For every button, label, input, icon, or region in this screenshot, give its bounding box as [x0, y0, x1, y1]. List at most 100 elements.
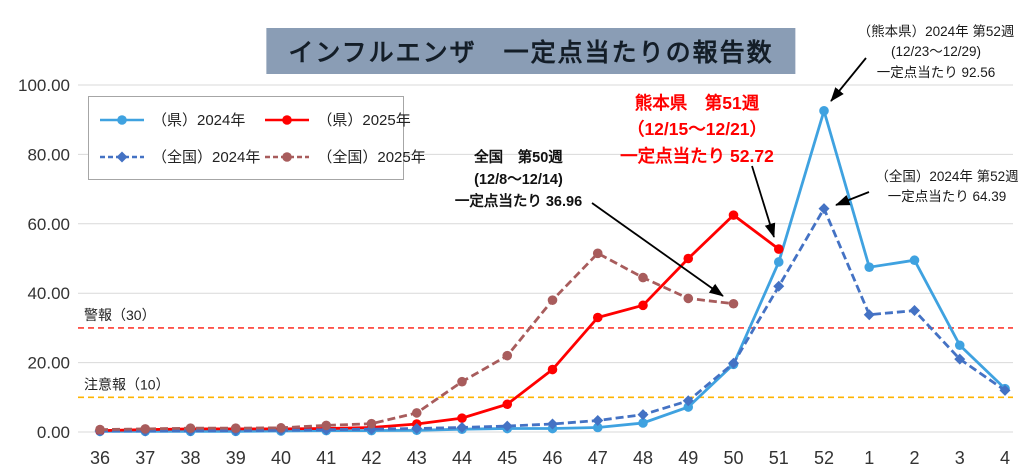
data-point	[366, 418, 377, 429]
x-axis-tick-label: 39	[226, 448, 246, 468]
annotation-line: 一定点当たり 92.56	[876, 64, 996, 80]
annotation-line: （12/15～12/21）	[626, 119, 768, 140]
legend-swatch	[100, 151, 144, 162]
data-point	[819, 106, 829, 116]
data-point	[682, 395, 694, 407]
data-point	[773, 257, 784, 267]
chart-title: インフルエンザ 一定点当たりの報告数	[266, 28, 796, 74]
data-point	[501, 420, 513, 432]
data-point	[637, 409, 649, 421]
arrow-zenkoku-2024-w52	[835, 191, 870, 206]
annotation-line: （熊本県）2024年 第52週	[857, 24, 1015, 39]
annotation-arrows	[591, 57, 870, 297]
legend-item-2: （全国）2024年	[99, 146, 260, 167]
data-point	[592, 248, 603, 259]
data-point	[276, 423, 286, 433]
x-axis-tick-label: 49	[678, 448, 698, 468]
legend-label: （全国）2025年	[317, 149, 426, 166]
arrow-zenkoku-2025-w50	[591, 202, 724, 297]
data-point	[411, 423, 423, 435]
data-point	[683, 293, 694, 304]
annotation-zenkoku-2025-w50: 全国 第50週 (12/8～12/14) 一定点当たり 36.96	[436, 148, 601, 213]
x-axis-tick-label: 48	[633, 448, 653, 468]
data-point	[683, 402, 694, 412]
x-axis-tick-label: 42	[361, 448, 381, 468]
reference-line-label: 警報（30）	[84, 307, 156, 323]
data-point	[728, 298, 739, 309]
x-axis-tick-label: 38	[180, 448, 200, 468]
x-axis-tick-label: 40	[271, 448, 291, 468]
y-axis-tick-label: 0.00	[37, 423, 70, 442]
series-line-1	[99, 213, 780, 432]
data-point	[638, 272, 648, 283]
annotation-line: （全国）2024年 第52週	[875, 169, 1019, 184]
x-axis-tick-label: 37	[135, 448, 155, 468]
legend-label: （県）2024年	[152, 112, 246, 129]
arrow-kumamoto-2025-w51	[751, 165, 776, 238]
annotation-line: (12/23～12/29)	[890, 44, 982, 60]
data-point	[185, 423, 196, 433]
x-axis-tick-label: 1	[864, 448, 874, 468]
annotation-kumamoto-2024-w52: （熊本県）2024年 第52週 (12/23～12/29) 一定点当たり 92.…	[850, 22, 1022, 83]
annotation-line: 一定点当たり 52.72	[620, 145, 774, 166]
data-point	[457, 413, 467, 423]
data-point	[999, 384, 1011, 396]
data-point	[547, 364, 558, 375]
data-point	[456, 421, 468, 433]
x-axis-tick-label: 51	[769, 448, 789, 468]
data-point	[321, 420, 332, 431]
data-point	[863, 309, 875, 321]
x-axis-tick-label: 36	[90, 448, 110, 468]
data-point	[502, 399, 513, 410]
chart-series-layer: 0.00 20.00 40.00 60.00 80.00 100.00 36 37 38 39 40…	[18, 76, 1013, 468]
arrow-kumamoto-2024-w52	[830, 57, 867, 102]
x-axis-tick-label: 41	[316, 448, 336, 468]
data-point	[592, 415, 604, 427]
reference-line-label: 注意報（10）	[84, 376, 170, 392]
y-axis-tick-label: 80.00	[27, 145, 70, 164]
data-point	[638, 300, 648, 311]
series-line-2	[100, 205, 1006, 433]
data-point	[457, 376, 467, 387]
x-axis-tick-label: 47	[588, 448, 608, 468]
data-point	[818, 203, 830, 215]
x-axis-tick-label: 46	[542, 448, 562, 468]
x-axis-tick-label: 43	[407, 448, 427, 468]
y-axis-tick-label: 40.00	[27, 284, 70, 303]
data-point	[683, 253, 694, 264]
data-point	[909, 255, 920, 266]
data-point	[502, 350, 513, 361]
data-point	[592, 422, 603, 433]
annotation-line: 全国 第50週	[474, 150, 563, 166]
data-point	[638, 418, 648, 428]
data-point	[728, 357, 739, 369]
data-point	[954, 340, 965, 351]
data-point	[547, 418, 558, 430]
data-point	[954, 353, 966, 365]
legend-item-3: （全国）2025年	[264, 146, 426, 167]
legend-item-1: （県）2025年	[264, 109, 425, 130]
x-axis-tick-label: 50	[723, 448, 743, 468]
legend-swatch	[265, 151, 310, 162]
data-point	[230, 423, 241, 433]
x-axis-tick-label: 4	[1000, 448, 1010, 468]
data-point	[592, 312, 603, 323]
x-axis-tick-label: 44	[452, 448, 472, 468]
annotation-line: 一定点当たり 36.96	[454, 193, 583, 210]
legend-item-0: （県）2024年	[99, 109, 260, 130]
data-point	[547, 295, 558, 305]
data-point	[773, 280, 785, 292]
data-point	[411, 408, 422, 418]
x-axis-tick-label: 52	[814, 448, 834, 468]
legend-label: （全国）2024年	[152, 149, 261, 166]
annotation-kumamoto-2025-w51: 熊本県 第51週 （12/15～12/21） 一定点当たり 52.72	[597, 90, 797, 169]
data-point	[909, 305, 920, 317]
legend-swatch	[265, 114, 310, 125]
legend-label: （県）2025年	[317, 112, 411, 129]
chart-legend: （県）2024年 （県）2025年 （全国）2024年 （全国）2025年	[88, 96, 426, 180]
data-point	[864, 262, 875, 272]
data-point	[95, 424, 105, 435]
data-point	[140, 424, 151, 434]
